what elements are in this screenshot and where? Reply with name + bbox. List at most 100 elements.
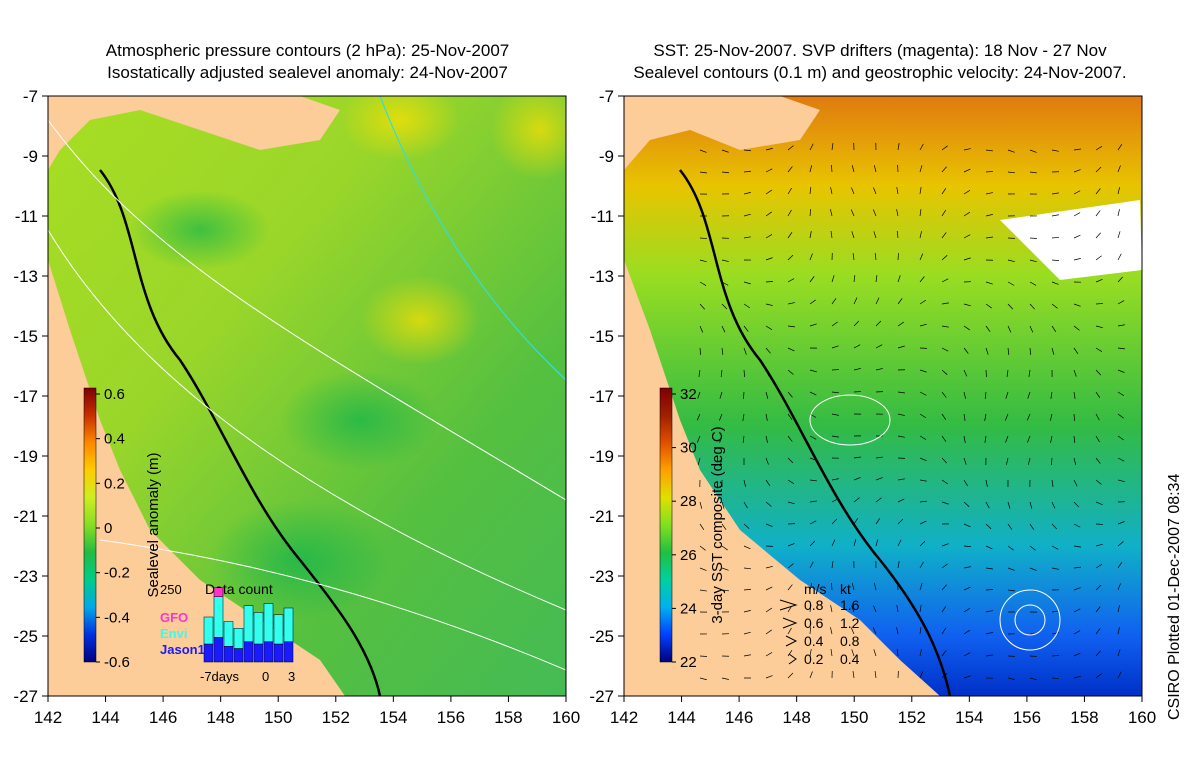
right-ytick-0: -7 [599, 87, 614, 106]
right-xtick-2: 146 [725, 708, 753, 727]
australia-land-right [624, 96, 940, 696]
right-colorbar: 32 30 28 26 24 22 3-day SST composite (deg C) [659, 386, 726, 671]
dc-legend-jason1: Jason1 [160, 642, 205, 657]
dc-bar-1-jason [213, 637, 224, 663]
vel-ms-1: 0.6 [804, 615, 824, 631]
coastline-200m-right [679, 169, 952, 696]
sla-cbar-tick-1: 0.4 [104, 431, 125, 448]
dc-bar-8-jason [283, 641, 294, 663]
left-colorbar: 0.6 0.4 0.2 0 -0.2 -0.4 -0.6 Sealevel anomaly … [83, 386, 162, 671]
left-ytick-1: -9 [23, 147, 38, 166]
sla-cbar-tick-4: -0.2 [104, 565, 130, 582]
right-ytick-6: -19 [589, 447, 614, 466]
vel-legend-arrow-2 [785, 635, 798, 647]
sst-cbar-tick-2: 28 [680, 493, 697, 510]
left-xtick-6: 154 [379, 708, 407, 727]
vel-header-kt: kt [840, 581, 851, 597]
dc-bar-8-envi [283, 607, 294, 642]
left-xtick-1: 144 [91, 708, 119, 727]
velocity-legend: m/s kt 0.8 1.6 0.6 1.2 0.4 0.8 0.2 0.4 [779, 581, 860, 667]
right-ytick-4: -15 [589, 327, 614, 346]
dc-bar-1-envi [213, 596, 224, 638]
sla-cbar-tick-5: -0.4 [104, 609, 130, 626]
left-xtick-4: 150 [264, 708, 292, 727]
left-xtick-0: 142 [34, 708, 62, 727]
right-ytick-2: -11 [591, 207, 614, 226]
left-ytick-6: -19 [13, 447, 38, 466]
sla-cbar-tick-0: 0.6 [104, 386, 125, 403]
left-ytick-4: -15 [13, 327, 38, 346]
right-axes: -7 -9 -11 -13 -15 -17 -19 -21 -23 -25 -27 142 144 146… [589, 87, 1156, 727]
left-ytick-3: -13 [13, 267, 38, 286]
left-xtick-3: 148 [206, 708, 234, 727]
vel-legend-arrow-3 [788, 653, 797, 665]
eddy-contour [999, 589, 1061, 651]
dc-bar-6-jason [263, 641, 274, 663]
right-ytick-5: -17 [589, 387, 614, 406]
vel-kt-2: 0.8 [840, 633, 860, 649]
right-xtick-5: 152 [898, 708, 926, 727]
right-ytick-9: -25 [589, 627, 614, 646]
dc-bar-5-jason [253, 643, 264, 663]
right-title-line1: SST: 25-Nov-2007. SVP drifters (magenta)… [653, 41, 1107, 60]
sst-cbar-tick-1: 30 [680, 440, 697, 457]
right-xtick-6: 154 [955, 708, 983, 727]
dc-bar-7-envi [273, 614, 284, 645]
right-ytick-1: -9 [599, 147, 614, 166]
dc-legend-envi: Envi [160, 626, 187, 641]
sst-cbar-tick-4: 24 [680, 600, 697, 617]
sla-cbar-tick-2: 0.2 [104, 475, 125, 492]
dc-bar-7-jason [273, 643, 284, 663]
cloud-gap [1000, 200, 1142, 280]
left-ytick-5: -17 [13, 387, 38, 406]
left-ytick-10: -27 [13, 687, 38, 706]
dc-xlabel-start: -7days [200, 669, 240, 684]
left-xtick-5: 152 [322, 708, 350, 727]
left-ytick-0: -7 [23, 87, 38, 106]
dc-xlabel-end: 3 [288, 669, 295, 684]
right-xtick-0: 142 [610, 708, 638, 727]
plot-credit: CSIRO Plotted 01-Dec-2007 08:34 [1166, 473, 1183, 720]
png-land-right [624, 96, 820, 170]
left-axes: -7 -9 -11 -13 -15 -17 -19 -21 -23 -25 -27 142 144 146… [13, 87, 580, 727]
dc-xlabel-zero: 0 [262, 669, 269, 684]
left-title-line1: Atmospheric pressure contours (2 hPa): 2… [105, 41, 510, 60]
right-xtick-9: 160 [1128, 708, 1156, 727]
sla-cbar-tick-6: -0.6 [104, 654, 130, 671]
sla-cbar-tick-3: 0 [104, 520, 112, 537]
vel-kt-1: 1.2 [840, 615, 860, 631]
sst-colorbar-label: 3-day SST composite (deg C) [709, 426, 726, 623]
left-xtick-2: 146 [149, 708, 177, 727]
left-map [48, 96, 566, 696]
left-ytick-9: -25 [13, 627, 38, 646]
australia-land-left [48, 96, 345, 696]
vel-ms-2: 0.4 [804, 633, 824, 649]
dc-legend-gfo: GFO [160, 610, 188, 625]
dc-bar-0-jason [203, 643, 214, 663]
dc-bar-6-envi [263, 603, 274, 642]
right-ytick-8: -23 [589, 567, 614, 586]
vel-legend-arrow-0 [779, 599, 798, 611]
vel-ms-3: 0.2 [804, 651, 824, 667]
vel-header-ms: m/s [804, 581, 827, 597]
left-ytick-7: -21 [13, 507, 38, 526]
pressure-contour [48, 119, 566, 501]
right-xtick-1: 144 [667, 708, 695, 727]
dc-bar-3-envi [233, 628, 244, 649]
right-xtick-3: 148 [782, 708, 810, 727]
left-xtick-7: 156 [437, 708, 465, 727]
right-xtick-8: 158 [1070, 708, 1098, 727]
right-ytick-7: -21 [589, 507, 614, 526]
vel-kt-3: 0.4 [840, 651, 860, 667]
right-xtick-4: 150 [840, 708, 868, 727]
sst-cbar-tick-0: 32 [680, 386, 697, 403]
dc-bar-4-jason [243, 641, 254, 663]
data-count-max: 250 [160, 582, 182, 597]
left-ytick-8: -23 [13, 567, 38, 586]
right-title-line2: Sealevel contours (0.1 m) and geostrophi… [633, 63, 1127, 82]
dc-bar-1-gfo [213, 587, 224, 597]
coastline-200m-left [99, 169, 382, 696]
left-xtick-9: 160 [552, 708, 580, 727]
